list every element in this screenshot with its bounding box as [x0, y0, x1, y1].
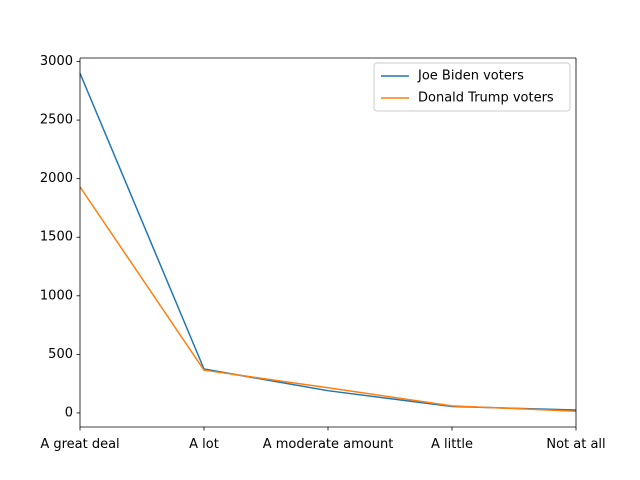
y-tick-label: 3000 [40, 54, 73, 69]
x-tick-label: A great deal [40, 437, 119, 452]
y-tick-label: 1500 [40, 230, 73, 245]
legend-box [373, 62, 571, 112]
axes-layer: 0 500 1000 1500 2000 2500 3000 A great deal A lo… [40, 54, 606, 452]
y-tick-label: 500 [48, 347, 73, 362]
legend-label-0: Joe Biden voters [417, 69, 524, 84]
x-tick-label: A moderate amount [263, 437, 394, 452]
legend: Joe Biden voters Donald Trump voters [373, 62, 571, 112]
x-tick-label: Not at all [546, 437, 605, 452]
x-tick-label: A lot [189, 437, 219, 452]
plot-area [80, 58, 576, 427]
y-tick-label: 0 [65, 405, 73, 420]
x-tick-label: A little [431, 437, 473, 452]
y-tick-label: 2000 [40, 171, 73, 186]
y-tick-label: 2500 [40, 113, 73, 128]
legend-label-1: Donald Trump voters [418, 91, 554, 106]
y-tick-label: 1000 [40, 288, 73, 303]
